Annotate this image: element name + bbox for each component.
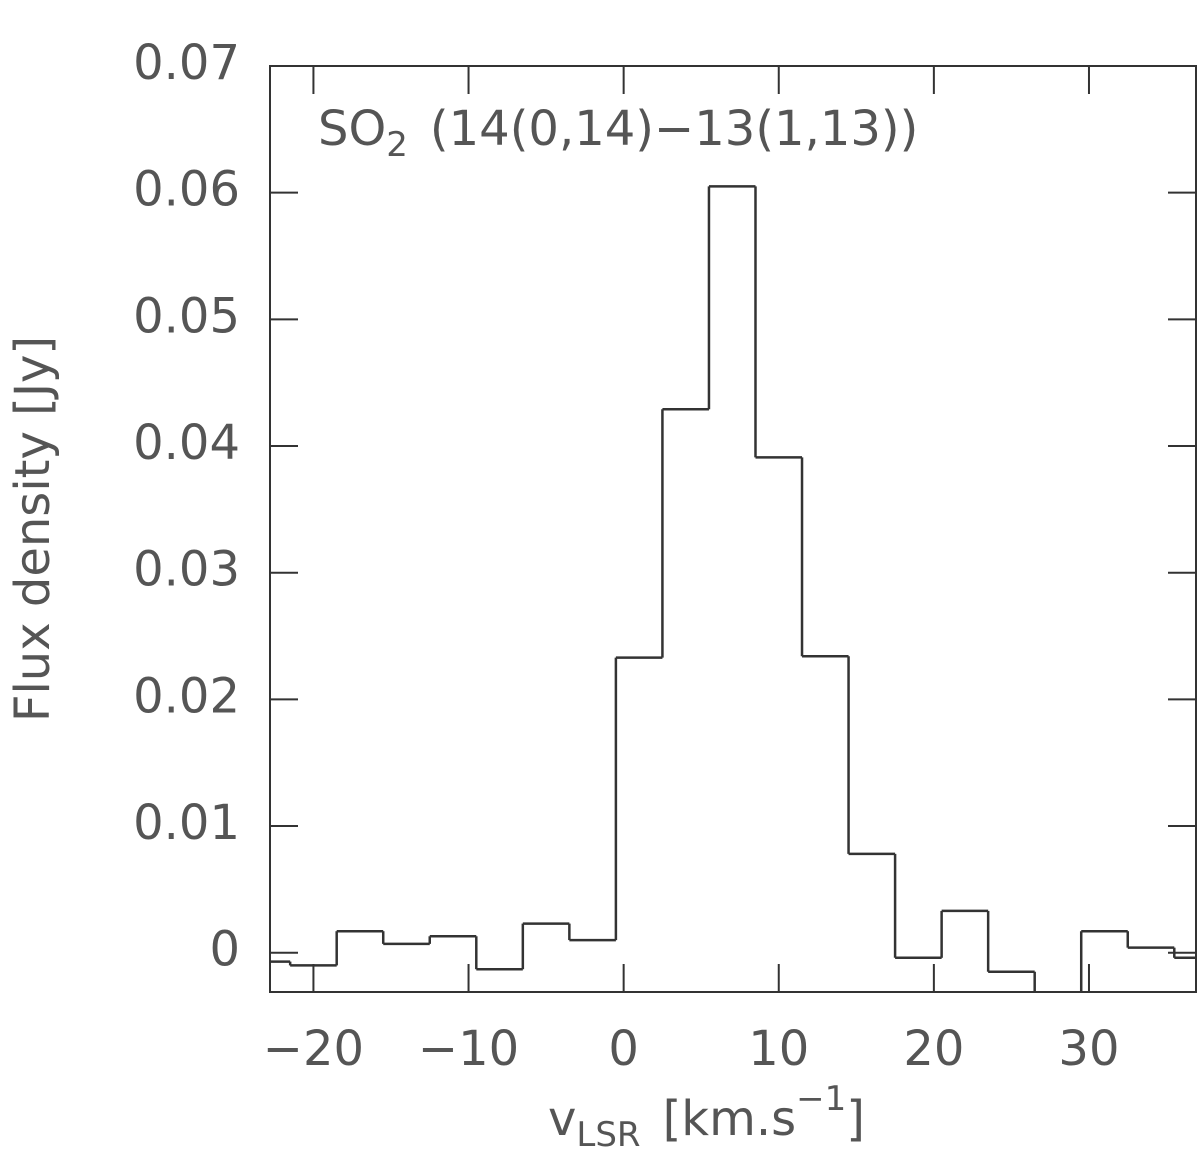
y-tick-label: 0.07 (133, 35, 240, 91)
y-tick-label: 0.04 (133, 415, 240, 471)
x-label-sup: −1 (796, 1079, 846, 1119)
x-axis-label: vLSR [km.s−1] (548, 1079, 865, 1155)
x-label-main: v (548, 1091, 576, 1147)
y-tick-label: 0.03 (133, 542, 240, 598)
x-tick-label: 20 (903, 1021, 964, 1077)
plot-frame (269, 65, 1197, 993)
x-tick-label: −20 (263, 1021, 364, 1077)
x-tick-label: 30 (1058, 1021, 1119, 1077)
chart-title: SO2 (14(0,14)−13(1,13)) (318, 101, 918, 165)
x-label-rest: [km.s (663, 1091, 797, 1147)
x-tick-label: 0 (608, 1021, 639, 1077)
plot-area (270, 185, 1196, 992)
y-tick-label: 0 (209, 922, 240, 978)
x-label-end: ] (846, 1091, 865, 1147)
title-rest: (14(0,14)−13(1,13)) (430, 101, 918, 157)
y-tick-label: 0.01 (133, 795, 240, 851)
y-axis-label: Flux density [Jy] (5, 336, 61, 722)
title-sub: 2 (386, 125, 408, 165)
title-main: SO (318, 101, 386, 157)
y-tick-label: 0.06 (133, 162, 240, 218)
y-tick-label: 0.05 (133, 288, 240, 344)
x-label-sub: LSR (576, 1115, 640, 1155)
x-tick-label: −10 (418, 1021, 519, 1077)
x-tick-label: 10 (748, 1021, 809, 1077)
y-tick-label: 0.02 (133, 668, 240, 724)
